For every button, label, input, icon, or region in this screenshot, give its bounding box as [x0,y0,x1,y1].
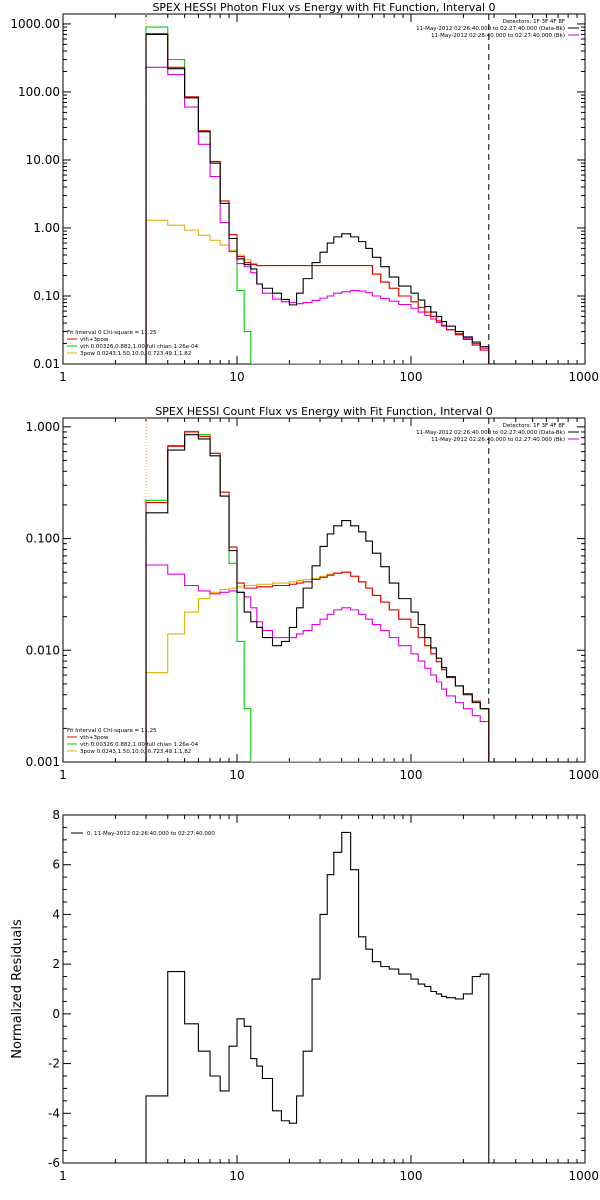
y-tick-label: -2 [48,1057,60,1071]
y-axis-label: Normalized Residuals [10,919,25,1059]
series-line-bk [145,66,490,364]
series-line-data-bk [145,434,490,762]
legend-topright-text: Detectors: 1F 3F 4F 8F [503,423,565,429]
legend-bottomleft-text: vth+3pow [80,735,109,741]
series-line-3pow [145,571,490,762]
series-line-data-bk [145,33,490,364]
legend-bottomleft-text: 3pow 0.0243,1.50,10.0,-0.723,49.1,1.82 [80,749,191,755]
photon-flux-panel: SPEX HESSI Photon Flux vs Energy with Fi… [10,1,599,384]
x-tick-label: 1000 [568,370,599,384]
y-tick-label: 1000.00 [10,17,60,31]
x-tick-label: 1 [59,768,67,782]
legend-bottomleft-text: 3pow 0.0243,1.50,10.0,-0.723,49.1,1.82 [80,351,191,357]
y-tick-label: -6 [48,1156,60,1170]
y-tick-label: 0.001 [26,755,60,769]
legend-topright-text: 11-May-2012 02:26:40.000 to 02:27:40.000… [416,26,565,32]
y-tick-label: 0.01 [33,357,60,371]
legend-topright-text: Detectors: 1F 3F 4F 8F [503,19,565,25]
x-tick-label: 100 [400,1169,423,1183]
plot-frame [62,814,586,1164]
y-tick-label: 100.00 [18,85,60,99]
y-tick-label: 0.10 [33,289,60,303]
legend-bottomleft-text: vth 0.00326,0.882,1.00 full chian 1.26e-… [80,344,199,350]
series-group [145,831,490,1163]
series-group [145,26,490,364]
y-tick-label: 1.00 [33,221,60,235]
x-tick-label: 1 [59,1169,67,1183]
series-line-0-11-may-2012-02-26- [145,831,490,1163]
y-tick-label: 2 [52,957,60,971]
legend-bottomleft-text: Fit Interval 0 Chi-square = 11.25 [67,330,157,336]
count-flux-panel: SPEX HESSI Count Flux vs Energy with Fit… [26,405,599,782]
residuals-panel: 1 10 100 1000 -6 -4 -2 0 2 4 6 8 Normalized Residual… [10,808,599,1183]
series-line-bk [145,564,490,762]
y-tick-label: 6 [52,858,60,872]
x-tick-label: 100 [400,768,423,782]
legend-topright-text: 11-May-2012 02:26:40.000 to 02:27:40.000… [431,33,565,39]
y-tick-label: 4 [52,907,60,921]
x-tick-label: 10 [229,768,244,782]
series-line-vth [145,430,489,762]
legend-topright-text: 11-May-2012 02:26:40.000 to 02:27:40.000… [431,437,565,443]
y-tick-label: 1.000 [26,420,60,434]
legend-bottomleft-text: vth+3pow [80,337,109,343]
y-tick-label: 0.010 [26,643,60,657]
x-tick-label: 1000 [568,1169,599,1183]
series-group [145,430,490,762]
series-line-3pow [145,219,490,364]
chart-title: SPEX HESSI Photon Flux vs Energy with Fi… [152,1,495,14]
y-tick-label: 8 [52,808,60,822]
y-tick-label: -4 [48,1106,60,1120]
series-line-vth [145,26,489,364]
legend-topleft-text: 0. 11-May-2012 02:26:40.000 to 02:27:40.… [87,831,215,837]
legend-topright-text: 11-May-2012 02:26:40.000 to 02:27:40.000… [416,430,565,436]
legend-bottomleft-text: Fit Interval 0 Chi-square = 11.25 [67,728,157,734]
y-tick-label: 10.00 [26,153,60,167]
y-tick-label: 0.100 [26,532,60,546]
series-line-vth-3pow [145,431,490,762]
x-tick-label: 10 [229,1169,244,1183]
legend-bottomleft-text: vth 0.00326,0.882,1.00 full chian 1.26e-… [80,742,199,748]
plot-frame [62,13,586,365]
x-tick-label: 10 [229,370,244,384]
series-line-vth-3pow [145,33,490,364]
chart-title: SPEX HESSI Count Flux vs Energy with Fit… [155,405,492,418]
y-tick-label: 0 [52,1007,60,1021]
plot-frame [62,417,586,763]
x-tick-label: 1000 [568,768,599,782]
x-tick-label: 1 [59,370,67,384]
x-tick-label: 100 [400,370,423,384]
